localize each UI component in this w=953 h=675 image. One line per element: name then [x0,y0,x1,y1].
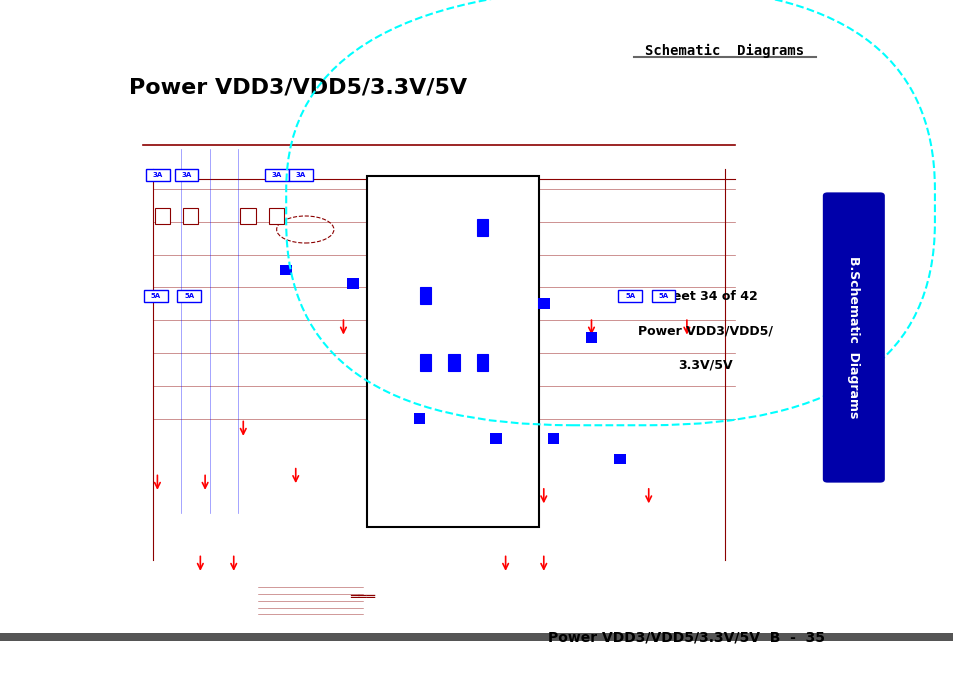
Bar [419,354,431,371]
Bar [614,454,625,464]
Text: 3.3V/5V: 3.3V/5V [678,358,733,371]
Bar [448,354,459,371]
Bar [269,208,284,224]
Bar [651,290,675,302]
Bar [537,298,549,309]
Bar [280,265,292,275]
Bar [414,413,425,424]
Bar [240,208,255,224]
Bar [547,433,558,444]
Bar [146,169,170,181]
Text: 3A: 3A [272,172,282,178]
Bar [0,633,953,641]
Bar [289,169,313,181]
Text: 5A: 5A [184,294,194,299]
Bar [177,290,201,302]
Bar [347,278,358,289]
Text: Power VDD3/VDD5/: Power VDD3/VDD5/ [638,324,773,338]
Bar [618,290,641,302]
Text: 3A: 3A [295,172,306,178]
Bar [174,169,198,181]
Text: Power VDD3/VDD5/3.3V/5V: Power VDD3/VDD5/3.3V/5V [129,78,466,98]
Text: 3A: 3A [152,172,163,178]
Bar [133,135,753,594]
Bar [367,176,538,526]
Bar [154,208,170,224]
Text: Schematic  Diagrams: Schematic Diagrams [645,44,803,57]
Text: 5A: 5A [658,294,668,299]
Bar [265,169,289,181]
Bar [144,290,168,302]
Text: Power VDD3/VDD5/3.3V/5V  B  -  35: Power VDD3/VDD5/3.3V/5V B - 35 [548,631,824,645]
Bar [183,208,198,224]
Bar [585,332,597,343]
Text: 5A: 5A [151,294,161,299]
FancyBboxPatch shape [821,192,884,483]
Text: 3A: 3A [181,172,192,178]
Text: Sheet 34 of 42: Sheet 34 of 42 [654,290,757,304]
Bar [490,433,501,444]
Text: ═══: ═══ [350,591,375,604]
Text: 5A: 5A [624,294,635,299]
Bar [476,354,488,371]
Bar [419,287,431,304]
Text: B.Schematic  Diagrams: B.Schematic Diagrams [846,256,860,418]
Bar [476,219,488,236]
